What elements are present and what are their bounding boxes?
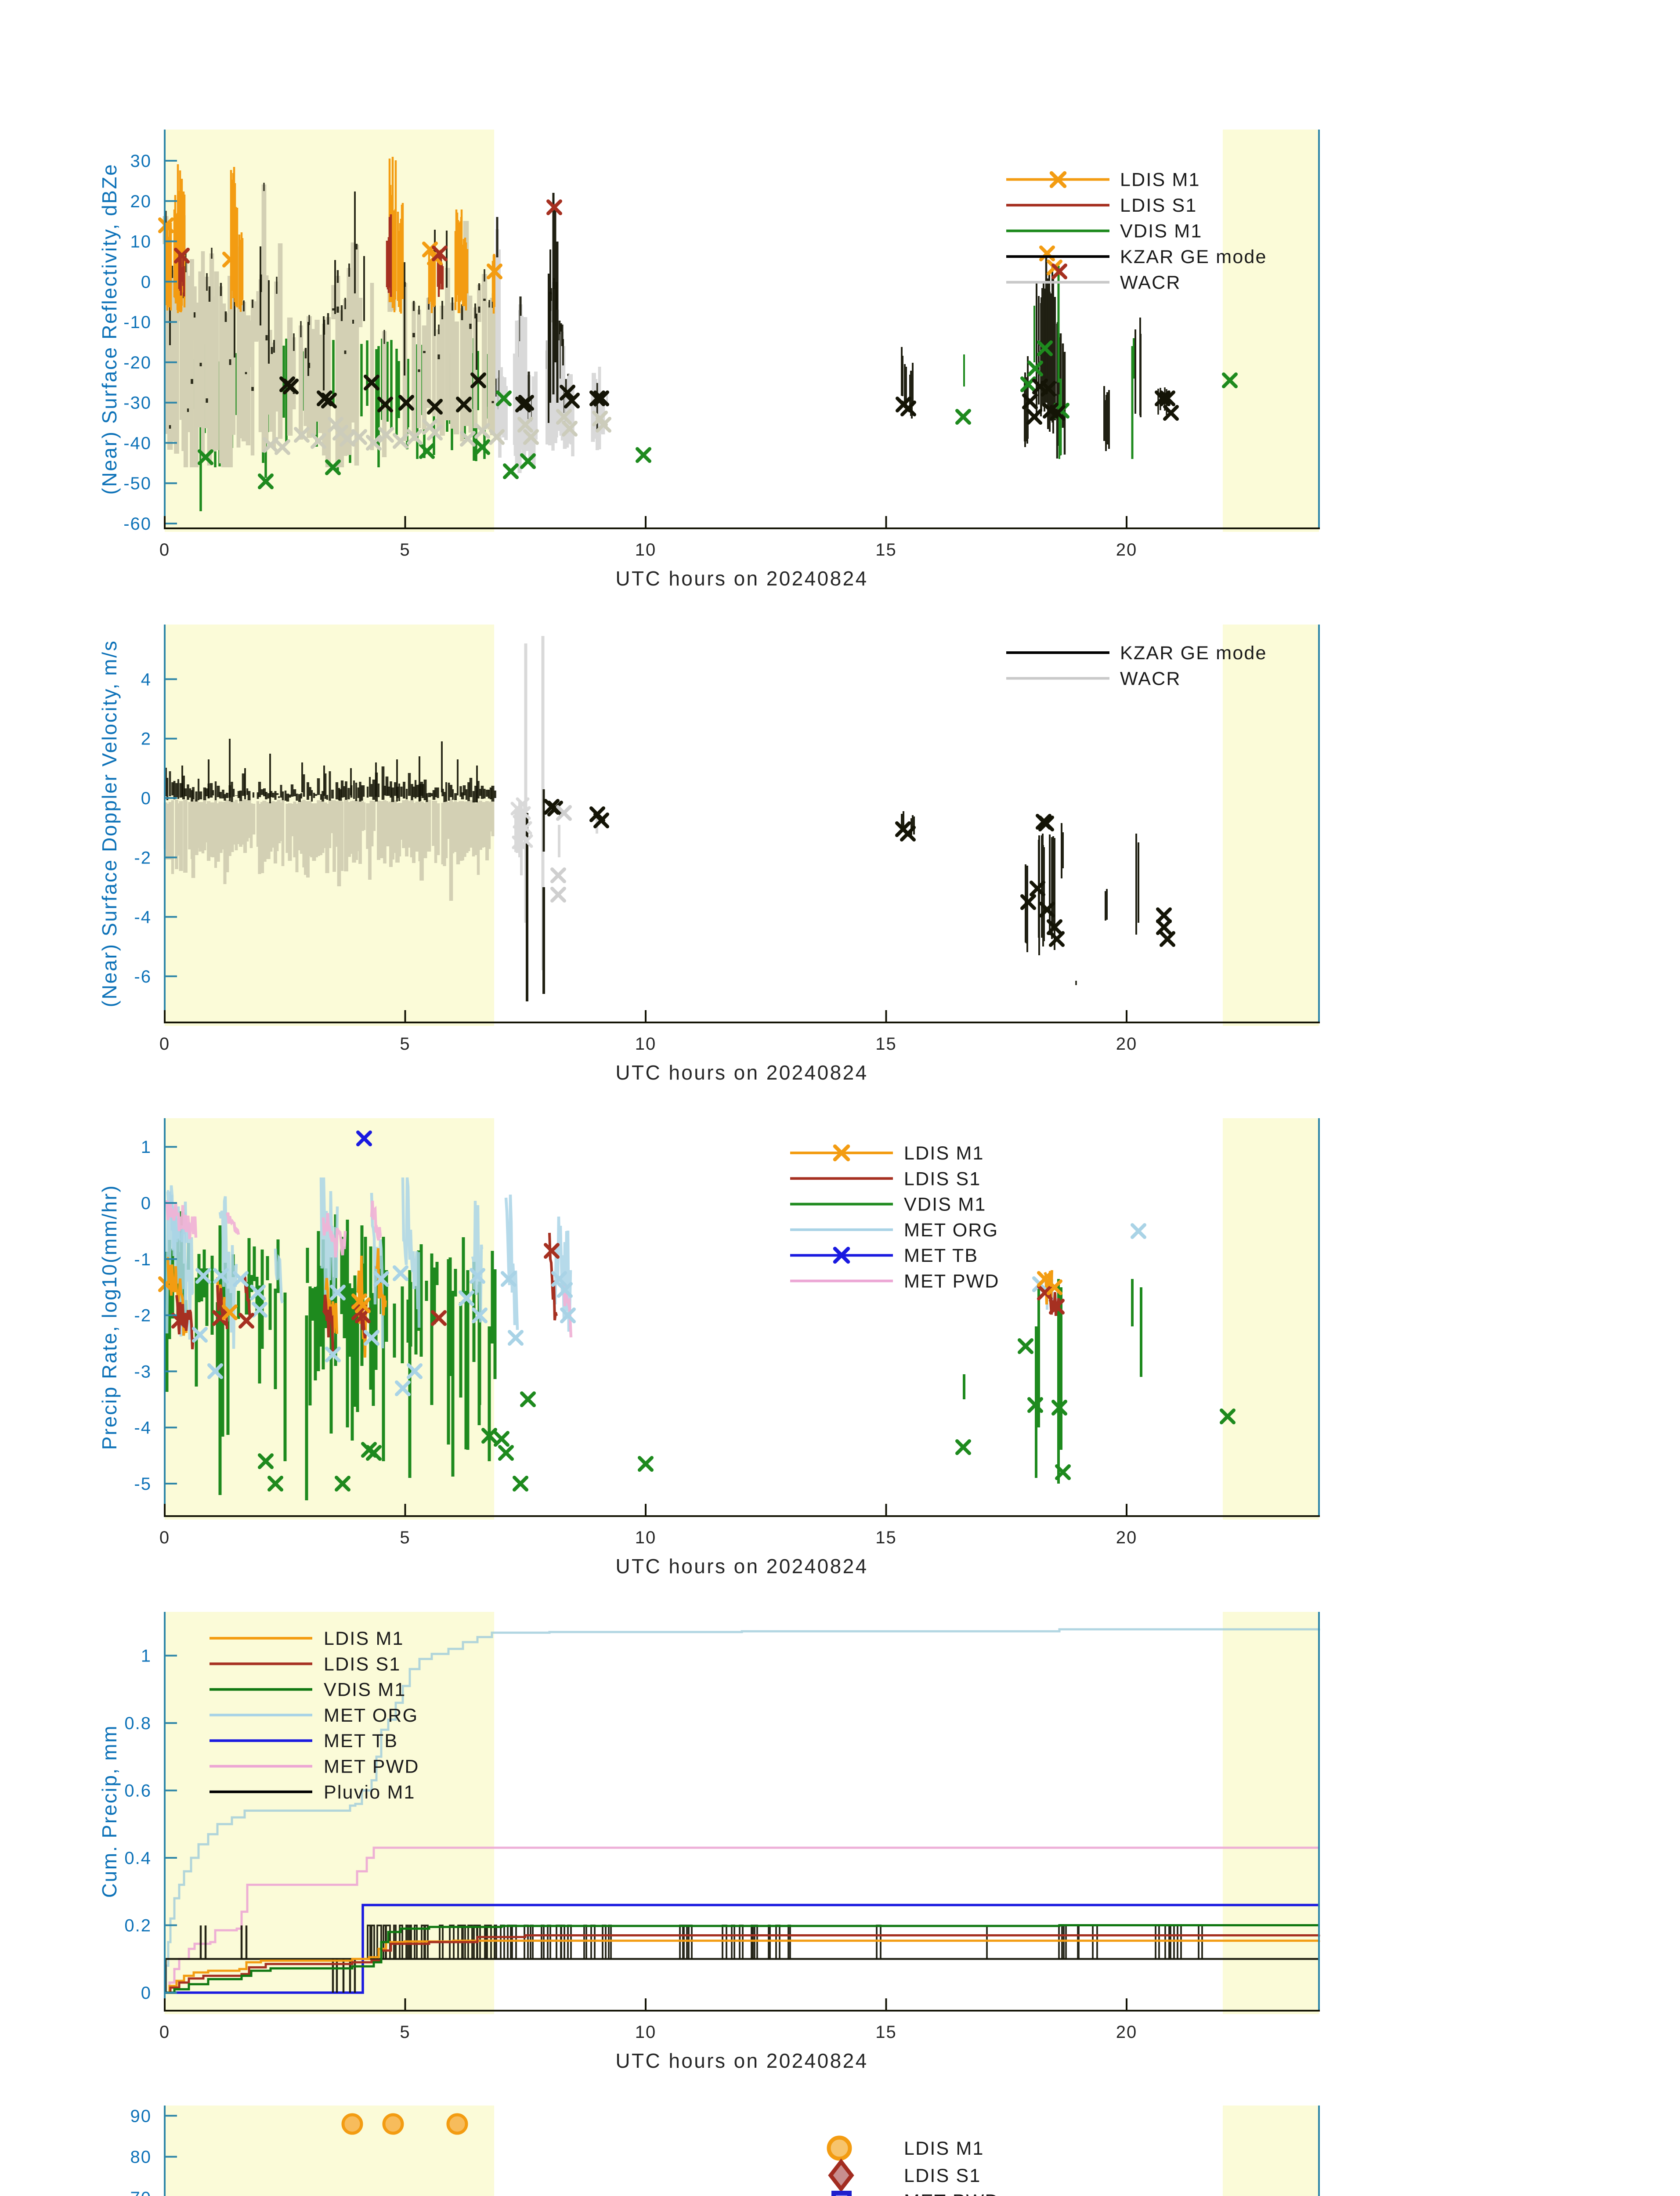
svg-text:15: 15 (875, 1528, 897, 1547)
svg-text:0: 0 (159, 1528, 170, 1547)
svg-text:MET PWD: MET PWD (324, 1756, 419, 1777)
svg-text:70: 70 (130, 2189, 152, 2196)
svg-text:10: 10 (635, 2023, 657, 2042)
svg-text:20: 20 (1116, 1528, 1138, 1547)
svg-text:VDIS M1: VDIS M1 (904, 1194, 986, 1215)
svg-text:MET ORG: MET ORG (324, 1705, 418, 1726)
svg-text:UTC hours on 20240824: UTC hours on 20240824 (615, 1555, 868, 1578)
svg-text:WACR: WACR (1120, 272, 1181, 293)
svg-text:0.2: 0.2 (124, 1916, 152, 1936)
svg-text:5: 5 (400, 1528, 410, 1547)
svg-text:-1: -1 (134, 1250, 152, 1269)
svg-text:LDIS S1: LDIS S1 (904, 1168, 981, 1189)
svg-text:-2: -2 (134, 848, 152, 867)
svg-text:1: 1 (141, 1138, 152, 1157)
svg-text:20: 20 (1116, 1034, 1138, 1054)
svg-text:-3: -3 (134, 1362, 152, 1381)
svg-text:(Near) Surface Doppler Velocit: (Near) Surface Doppler Velocity, m/s (98, 640, 121, 1008)
svg-text:0: 0 (141, 1983, 152, 2003)
svg-text:0: 0 (159, 2023, 170, 2042)
svg-text:0: 0 (159, 1034, 170, 1054)
svg-text:1: 1 (141, 1647, 152, 1666)
svg-text:LDIS M1: LDIS M1 (904, 2138, 984, 2159)
svg-text:2: 2 (141, 730, 152, 749)
svg-text:0: 0 (141, 272, 152, 292)
svg-text:30: 30 (130, 152, 152, 171)
svg-text:-20: -20 (123, 353, 152, 372)
svg-text:-60: -60 (123, 514, 152, 534)
svg-text:UTC hours on 20240824: UTC hours on 20240824 (615, 2049, 868, 2072)
svg-text:4: 4 (141, 670, 152, 689)
svg-text:5: 5 (400, 2023, 410, 2042)
svg-text:0: 0 (159, 540, 170, 560)
svg-text:0: 0 (141, 789, 152, 808)
svg-text:-30: -30 (123, 394, 152, 413)
svg-text:10: 10 (635, 1034, 657, 1054)
svg-text:5: 5 (400, 540, 410, 560)
svg-text:LDIS S1: LDIS S1 (324, 1654, 401, 1675)
svg-text:MET ORG: MET ORG (904, 1220, 998, 1241)
svg-text:MET TB: MET TB (324, 1730, 398, 1752)
svg-text:20: 20 (130, 192, 152, 211)
svg-text:KZAR GE mode: KZAR GE mode (1120, 643, 1267, 664)
svg-text:10: 10 (130, 232, 152, 252)
svg-text:10: 10 (635, 540, 657, 560)
svg-text:0.8: 0.8 (124, 1714, 152, 1733)
svg-text:LDIS S1: LDIS S1 (1120, 195, 1197, 216)
svg-text:-10: -10 (123, 313, 152, 332)
svg-text:LDIS M1: LDIS M1 (324, 1628, 404, 1649)
svg-text:(Near) Surface Reflectivity, d: (Near) Surface Reflectivity, dBZe (98, 163, 121, 495)
svg-text:15: 15 (875, 1034, 897, 1054)
svg-text:20: 20 (1116, 540, 1138, 560)
svg-text:VDIS M1: VDIS M1 (1120, 221, 1202, 242)
svg-text:0.6: 0.6 (124, 1781, 152, 1801)
svg-text:15: 15 (875, 2023, 897, 2042)
svg-text:15: 15 (875, 540, 897, 560)
svg-text:UTC hours on 20240824: UTC hours on 20240824 (615, 567, 868, 590)
svg-text:20: 20 (1116, 2023, 1138, 2042)
svg-text:LDIS S1: LDIS S1 (904, 2165, 981, 2186)
svg-text:WACR: WACR (1120, 668, 1181, 690)
svg-text:-4: -4 (134, 1418, 152, 1438)
svg-text:90: 90 (130, 2106, 152, 2126)
svg-text:5: 5 (400, 1034, 410, 1054)
svg-text:-4: -4 (134, 908, 152, 927)
svg-text:VDIS M1: VDIS M1 (324, 1680, 406, 1701)
svg-text:10: 10 (635, 1528, 657, 1547)
svg-text:Cum. Precip, mm: Cum. Precip, mm (98, 1725, 121, 1898)
svg-text:MET TB: MET TB (904, 1245, 978, 1266)
svg-text:80: 80 (130, 2148, 152, 2167)
svg-text:-40: -40 (123, 433, 152, 453)
svg-text:KZAR GE mode: KZAR GE mode (1120, 246, 1267, 267)
svg-text:-5: -5 (134, 1474, 152, 1494)
svg-text:UTC hours on 20240824: UTC hours on 20240824 (615, 1061, 868, 1084)
svg-text:-50: -50 (123, 474, 152, 493)
svg-text:MET PWD: MET PWD (904, 2191, 1000, 2196)
svg-text:-2: -2 (134, 1306, 152, 1326)
svg-text:Pluvio M1: Pluvio M1 (324, 1782, 415, 1803)
svg-text:Precip Rate, log10(mm/hr): Precip Rate, log10(mm/hr) (98, 1185, 121, 1450)
svg-text:MET PWD: MET PWD (904, 1271, 1000, 1292)
svg-text:LDIS M1: LDIS M1 (904, 1143, 984, 1164)
svg-text:LDIS M1: LDIS M1 (1120, 170, 1200, 191)
svg-text:0: 0 (141, 1194, 152, 1213)
svg-text:0.4: 0.4 (124, 1849, 152, 1868)
svg-text:-6: -6 (134, 967, 152, 986)
